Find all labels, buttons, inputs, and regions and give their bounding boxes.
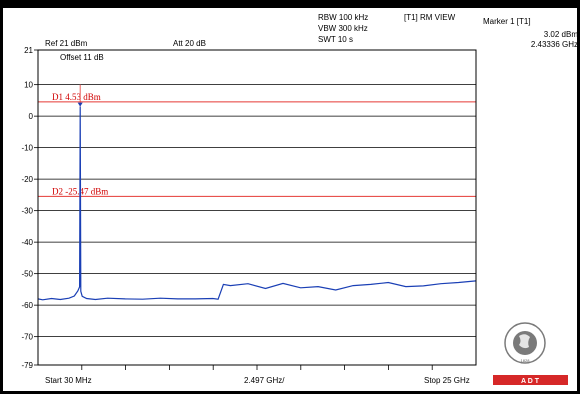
marker-title: Marker 1 [T1]: [483, 17, 531, 26]
y-tick-label: -50: [21, 270, 33, 279]
y-tick-label: -79: [21, 361, 33, 370]
offset-label: Offset 11 dB: [60, 53, 104, 62]
y-tick-label: -20: [21, 175, 33, 184]
y-tick-label: -10: [21, 144, 33, 153]
start-frequency: Start 30 MHz: [45, 376, 92, 385]
y-tick-label: -30: [21, 207, 33, 216]
span-per-division: 2.497 GHz/: [244, 376, 285, 385]
stop-frequency: Stop 25 GHz: [424, 376, 470, 385]
y-tick-label: -60: [21, 301, 33, 310]
marker-triangle: [77, 102, 83, 107]
marker-frequency: 2.43336 GHz: [531, 40, 578, 49]
grid-lines: [38, 84, 476, 338]
attenuation-label: Att 20 dB: [173, 39, 206, 48]
plot-border: [37, 49, 477, 366]
x-axis-ticks: [81, 365, 433, 370]
vbw-label: VBW 300 kHz: [318, 24, 368, 33]
swt-label: SWT 10 s: [318, 35, 353, 44]
y-tick-label: -40: [21, 238, 33, 247]
adt-banner: [493, 375, 568, 385]
trace-line: [37, 106, 477, 301]
bureau-veritas-logo: 1828: [504, 322, 546, 364]
display-line-label: D1 4.53 dBm: [52, 92, 101, 102]
y-tick-label: -70: [21, 333, 33, 342]
trace-layer: [37, 84, 477, 301]
marker-level: 3.02 dBm: [544, 30, 579, 39]
y-tick-label: 0: [29, 112, 34, 121]
y-tick-label: 21: [24, 46, 33, 55]
rbw-label: RBW 100 kHz: [318, 13, 368, 22]
trace-mode-label: [T1] RM VIEW: [404, 13, 456, 22]
y-tick-label: 10: [24, 81, 33, 90]
logo-year: 1828: [521, 358, 531, 363]
adt-banner-text: A D T: [521, 378, 540, 385]
y-axis-ticks: 21 10 0 -10 -20 -30 -40 -50 -60 -70 -79: [21, 46, 38, 370]
ref-level-label: Ref 21 dBm: [45, 39, 88, 48]
